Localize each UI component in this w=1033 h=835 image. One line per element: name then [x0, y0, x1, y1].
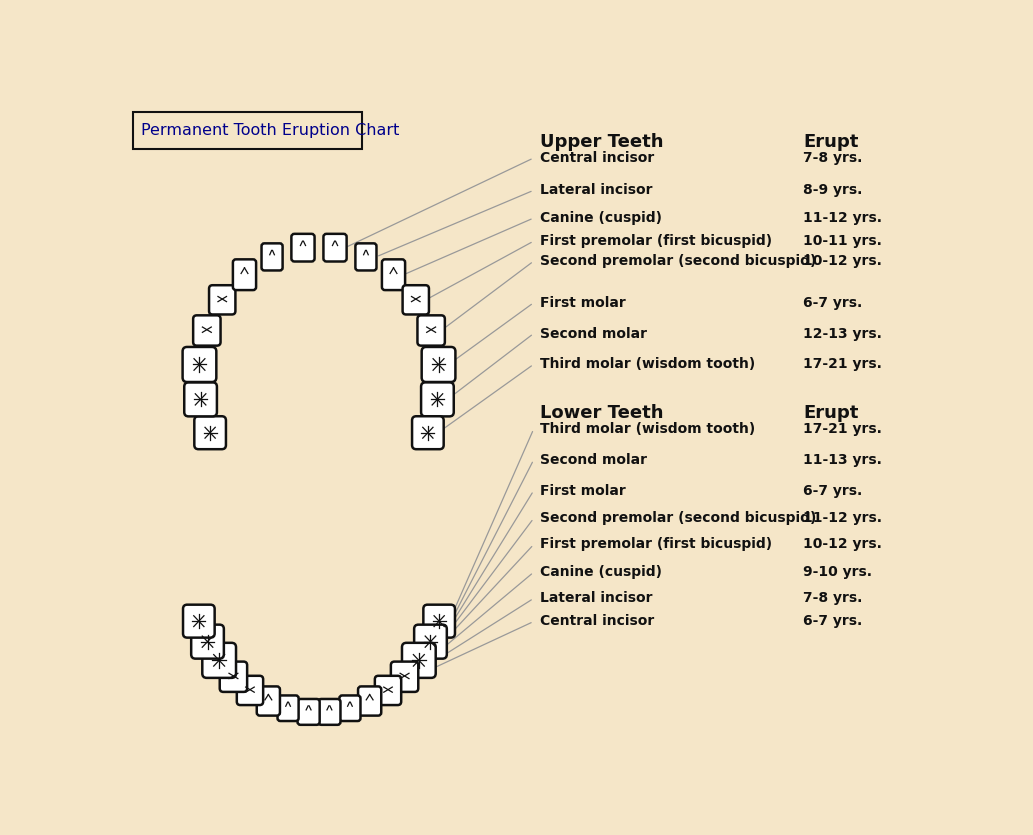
Text: Lateral incisor: Lateral incisor [540, 184, 653, 197]
FancyBboxPatch shape [375, 676, 401, 705]
Text: 10-12 yrs.: 10-12 yrs. [804, 254, 882, 268]
Text: Second molar: Second molar [540, 326, 647, 341]
FancyBboxPatch shape [424, 605, 455, 638]
FancyBboxPatch shape [412, 416, 444, 449]
FancyBboxPatch shape [133, 112, 362, 149]
Text: Second molar: Second molar [540, 453, 647, 467]
Text: Lateral incisor: Lateral incisor [540, 591, 653, 605]
FancyBboxPatch shape [417, 316, 445, 346]
FancyBboxPatch shape [193, 316, 221, 346]
FancyBboxPatch shape [237, 676, 263, 705]
Text: 6-7 yrs.: 6-7 yrs. [804, 296, 863, 310]
Text: 11-12 yrs.: 11-12 yrs. [804, 211, 882, 225]
Text: 17-21 yrs.: 17-21 yrs. [804, 422, 882, 436]
Text: Canine (cuspid): Canine (cuspid) [540, 565, 662, 579]
FancyBboxPatch shape [184, 382, 217, 417]
Text: Second premolar (second bicuspid): Second premolar (second bicuspid) [540, 511, 816, 525]
FancyBboxPatch shape [358, 686, 381, 716]
Text: Central incisor: Central incisor [540, 151, 654, 165]
FancyBboxPatch shape [421, 347, 456, 382]
Text: Third molar (wisdom tooth): Third molar (wisdom tooth) [540, 422, 755, 436]
Text: 10-11 yrs.: 10-11 yrs. [804, 234, 882, 248]
Text: First premolar (first bicuspid): First premolar (first bicuspid) [540, 538, 772, 551]
Text: Permanent Tooth Eruption Chart: Permanent Tooth Eruption Chart [140, 123, 399, 138]
Text: 10-12 yrs.: 10-12 yrs. [804, 538, 882, 551]
FancyBboxPatch shape [340, 696, 361, 721]
Text: 17-21 yrs.: 17-21 yrs. [804, 357, 882, 372]
Text: 6-7 yrs.: 6-7 yrs. [804, 615, 863, 629]
FancyBboxPatch shape [298, 699, 319, 725]
FancyBboxPatch shape [202, 643, 236, 678]
FancyBboxPatch shape [382, 260, 405, 290]
FancyBboxPatch shape [291, 234, 315, 261]
FancyBboxPatch shape [403, 286, 429, 315]
Text: 7-8 yrs.: 7-8 yrs. [804, 151, 863, 165]
Text: Upper Teeth: Upper Teeth [540, 134, 663, 151]
Text: 8-9 yrs.: 8-9 yrs. [804, 184, 863, 197]
Text: Canine (cuspid): Canine (cuspid) [540, 211, 662, 225]
Text: Erupt: Erupt [804, 404, 858, 423]
FancyBboxPatch shape [191, 625, 224, 659]
FancyBboxPatch shape [421, 382, 453, 417]
FancyBboxPatch shape [183, 605, 215, 638]
Text: 12-13 yrs.: 12-13 yrs. [804, 326, 882, 341]
FancyBboxPatch shape [183, 347, 216, 382]
FancyBboxPatch shape [261, 243, 283, 271]
Text: Third molar (wisdom tooth): Third molar (wisdom tooth) [540, 357, 755, 372]
Text: Lower Teeth: Lower Teeth [540, 404, 663, 423]
FancyBboxPatch shape [414, 625, 447, 659]
FancyBboxPatch shape [278, 696, 299, 721]
Text: Second premolar (second bicuspid): Second premolar (second bicuspid) [540, 254, 816, 268]
FancyBboxPatch shape [194, 416, 226, 449]
Text: 9-10 yrs.: 9-10 yrs. [804, 565, 873, 579]
Text: First molar: First molar [540, 483, 626, 498]
Text: Central incisor: Central incisor [540, 615, 654, 629]
FancyBboxPatch shape [257, 686, 280, 716]
FancyBboxPatch shape [232, 260, 256, 290]
Text: 6-7 yrs.: 6-7 yrs. [804, 483, 863, 498]
FancyBboxPatch shape [402, 643, 436, 678]
Text: 11-13 yrs.: 11-13 yrs. [804, 453, 882, 467]
FancyBboxPatch shape [220, 661, 247, 692]
FancyBboxPatch shape [390, 661, 418, 692]
Text: 7-8 yrs.: 7-8 yrs. [804, 591, 863, 605]
Text: Erupt: Erupt [804, 134, 858, 151]
FancyBboxPatch shape [209, 286, 236, 315]
FancyBboxPatch shape [355, 243, 376, 271]
Text: First premolar (first bicuspid): First premolar (first bicuspid) [540, 234, 772, 248]
Text: 11-12 yrs.: 11-12 yrs. [804, 511, 882, 525]
Text: First molar: First molar [540, 296, 626, 310]
FancyBboxPatch shape [318, 699, 341, 725]
FancyBboxPatch shape [323, 234, 347, 261]
